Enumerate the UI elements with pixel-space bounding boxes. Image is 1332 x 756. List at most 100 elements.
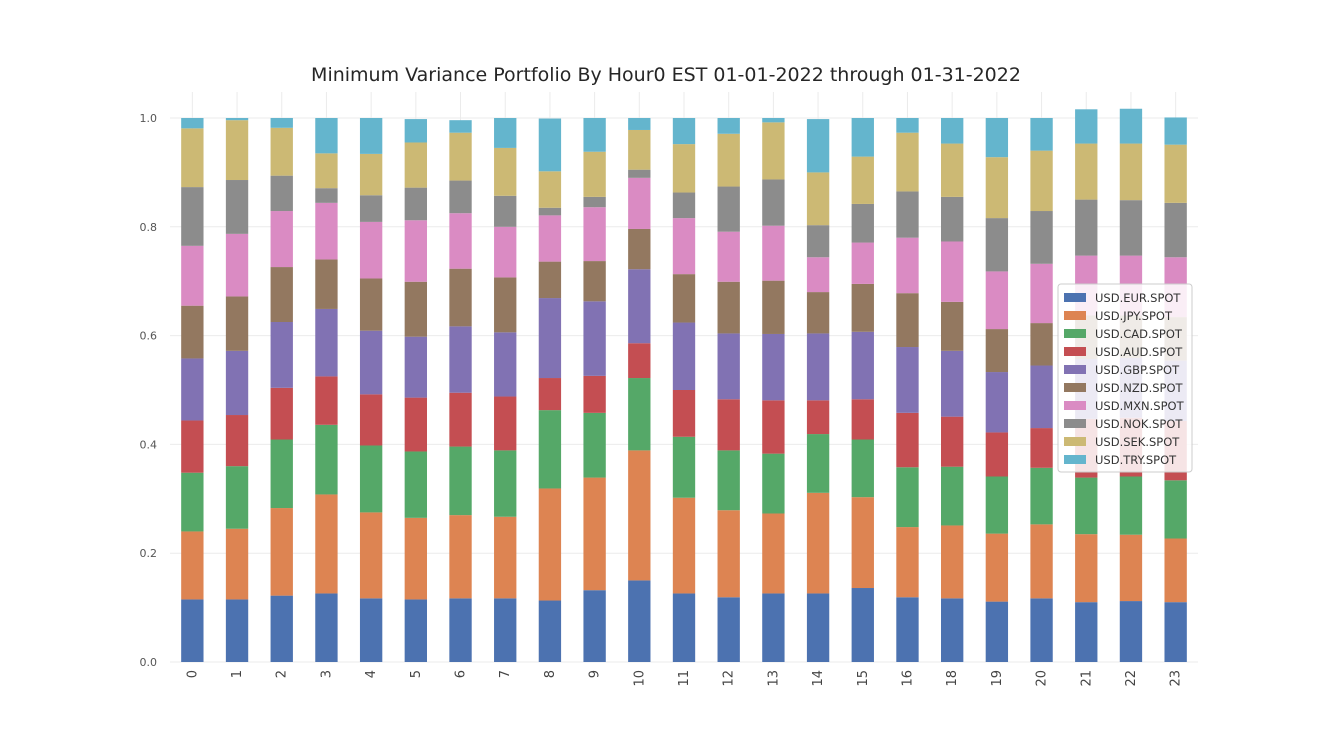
bar-segment bbox=[1075, 109, 1098, 144]
bar-segment bbox=[628, 228, 651, 270]
bar-segment bbox=[270, 211, 293, 268]
legend-label: USD.GBP.SPOT bbox=[1095, 363, 1180, 377]
legend-swatch bbox=[1064, 383, 1086, 392]
bar-segment bbox=[404, 142, 427, 188]
bar-segment bbox=[762, 179, 785, 226]
bar-segment bbox=[538, 118, 562, 172]
x-tick-label: 7 bbox=[498, 670, 513, 678]
bar-segment bbox=[449, 268, 472, 327]
legend-swatch bbox=[1064, 401, 1086, 410]
bar-segment bbox=[315, 259, 338, 309]
bar-segment bbox=[583, 151, 606, 197]
bar-segment bbox=[762, 225, 785, 281]
bar-segment bbox=[896, 527, 919, 598]
bar-segment bbox=[359, 221, 383, 279]
bar-segment bbox=[225, 466, 249, 529]
legend-swatch bbox=[1064, 329, 1086, 338]
bar-segment bbox=[896, 191, 919, 238]
x-tick-label: 20 bbox=[1035, 670, 1050, 687]
bar-segment bbox=[494, 396, 517, 451]
bar-segment bbox=[628, 177, 651, 229]
bar-segment bbox=[628, 580, 651, 662]
bar-segment bbox=[225, 296, 249, 351]
bar-segment bbox=[404, 220, 427, 282]
legend-label: USD.JPY.SPOT bbox=[1095, 309, 1173, 323]
bar-segment bbox=[494, 598, 517, 662]
bar-segment bbox=[538, 298, 562, 379]
bar-segment bbox=[315, 153, 338, 189]
bar-segment bbox=[1119, 108, 1143, 144]
x-tick-label: 23 bbox=[1169, 670, 1184, 687]
bar-segment bbox=[1030, 150, 1053, 212]
x-tick-label: 22 bbox=[1124, 670, 1139, 687]
bar-segment bbox=[538, 600, 562, 662]
bar-segment bbox=[583, 261, 606, 302]
bar-segment bbox=[717, 597, 740, 662]
bar-segment bbox=[1075, 477, 1098, 535]
x-tick-label: 16 bbox=[900, 670, 915, 687]
bar-segment bbox=[583, 412, 606, 478]
bar-segment bbox=[181, 472, 204, 532]
bar-segment bbox=[672, 192, 696, 219]
x-tick-label: 12 bbox=[722, 670, 737, 687]
chart-title: Minimum Variance Portfolio By Hour0 EST … bbox=[311, 64, 1021, 86]
bar-segment bbox=[449, 392, 472, 447]
bar-segment bbox=[1119, 601, 1143, 662]
bar-segment bbox=[806, 119, 830, 173]
bar-segment bbox=[583, 477, 606, 591]
bar-segment bbox=[1164, 538, 1187, 603]
bar-segment bbox=[404, 119, 427, 143]
bar-segment bbox=[851, 156, 874, 204]
bar-segment bbox=[1164, 202, 1187, 258]
bar-segment bbox=[404, 187, 427, 221]
bar-segment bbox=[628, 343, 651, 379]
bar-segment bbox=[851, 497, 874, 589]
bar-segment bbox=[538, 410, 562, 489]
bar-segment bbox=[628, 129, 651, 170]
bar-segment bbox=[225, 180, 249, 234]
bar-segment bbox=[1164, 602, 1187, 662]
bar-segment bbox=[449, 326, 472, 393]
bar-segment bbox=[359, 278, 383, 331]
bar-segment bbox=[181, 128, 204, 188]
bar-segment bbox=[717, 231, 740, 282]
bar-segment bbox=[449, 598, 472, 662]
bar-segment bbox=[449, 132, 472, 181]
x-tick-label: 11 bbox=[677, 670, 692, 687]
bar-segment bbox=[359, 153, 383, 196]
bar-segment bbox=[806, 333, 830, 401]
bar-segment bbox=[628, 169, 651, 178]
bar-segment bbox=[806, 225, 830, 258]
bar-segment bbox=[1164, 117, 1187, 145]
bar-segment bbox=[806, 257, 830, 293]
bar-segment bbox=[717, 399, 740, 451]
bar-segment bbox=[941, 143, 964, 197]
bar-segment bbox=[225, 599, 249, 662]
x-tick-label: 5 bbox=[409, 670, 424, 678]
bar-segment bbox=[449, 515, 472, 599]
bar-segment bbox=[1030, 598, 1053, 662]
bar-segment bbox=[985, 218, 1009, 272]
bar-segment bbox=[270, 439, 293, 509]
bar-segment bbox=[359, 598, 383, 662]
bar-segment bbox=[359, 195, 383, 222]
bar-segment bbox=[672, 436, 696, 498]
bar-segment bbox=[806, 434, 830, 493]
legend-label: USD.NOK.SPOT bbox=[1095, 417, 1183, 431]
bar-segment bbox=[1164, 144, 1187, 203]
legend-label: USD.MXN.SPOT bbox=[1095, 399, 1185, 413]
bar-segment bbox=[806, 492, 830, 594]
bar-segment bbox=[494, 450, 517, 517]
bar-segment bbox=[359, 445, 383, 513]
bar-segment bbox=[1030, 428, 1053, 468]
bar-segment bbox=[985, 476, 1009, 534]
bar-segment bbox=[1030, 263, 1053, 324]
bar-segment bbox=[717, 510, 740, 598]
legend-label: USD.SEK.SPOT bbox=[1095, 435, 1180, 449]
bar-segment bbox=[270, 387, 293, 440]
bar-segment bbox=[181, 305, 204, 359]
bar-segment bbox=[270, 595, 293, 662]
legend-swatch bbox=[1064, 455, 1086, 464]
bar-segment bbox=[672, 593, 696, 662]
bar-segment bbox=[896, 597, 919, 662]
